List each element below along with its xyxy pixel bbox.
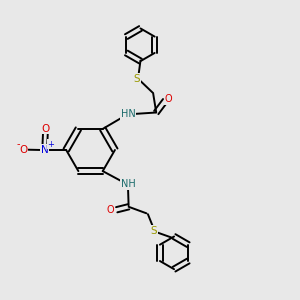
Text: O: O	[41, 124, 50, 134]
Text: S: S	[134, 74, 140, 84]
Text: O: O	[165, 94, 172, 104]
Text: NH: NH	[121, 179, 135, 190]
Text: HN: HN	[121, 109, 135, 119]
Text: N: N	[41, 145, 49, 155]
Text: +: +	[47, 140, 54, 148]
Text: S: S	[151, 226, 157, 236]
Text: -: -	[16, 139, 20, 149]
Text: O: O	[19, 145, 28, 155]
Text: O: O	[107, 205, 115, 215]
